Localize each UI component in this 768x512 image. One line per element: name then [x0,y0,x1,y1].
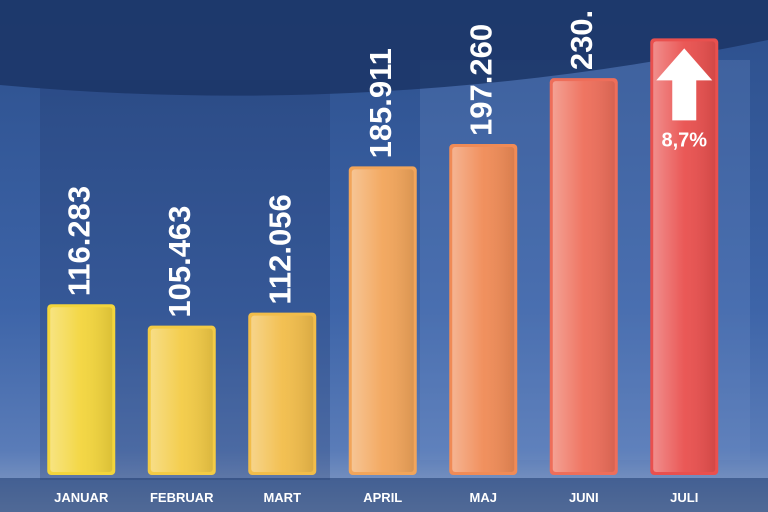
value-label: 105.463 [162,206,197,318]
x-tick-label: FEBRUAR [150,490,214,505]
bar-shine [50,307,113,472]
bar-shine [552,81,615,472]
x-tick-label: MART [263,490,301,505]
x-tick-label: MAJ [470,490,497,505]
value-label: 116.283 [61,186,96,296]
bar-shine [251,315,314,472]
bar-shine [452,146,515,472]
x-tick-label: JANUAR [54,490,109,505]
arrow-icon [656,48,713,121]
bar-shine [653,41,716,472]
top-band [0,0,768,96]
x-tick-label: JULI [670,490,698,505]
value-label: 185.911 [363,48,398,158]
bar-shine [351,169,414,472]
value-label: 112.056 [262,194,297,304]
x-tick-label: JUNI [569,490,599,505]
footer-band [0,478,768,512]
value-label: 197.260 [463,24,498,136]
annotation: 8,7% [661,129,707,151]
bar-shine [150,328,213,472]
value-label: 230. [564,10,599,70]
x-tick-label: APRIL [363,490,402,505]
